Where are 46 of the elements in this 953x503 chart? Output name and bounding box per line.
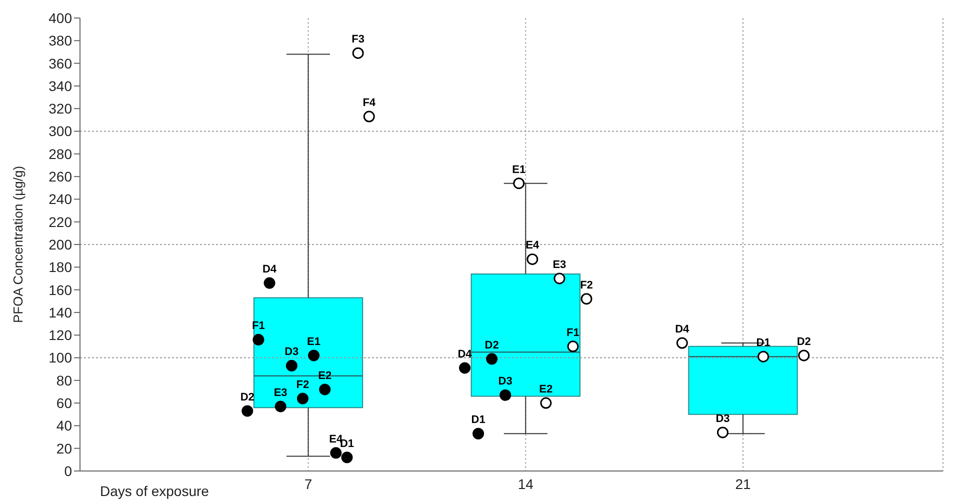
data-label: D3 xyxy=(498,376,512,388)
y-tick-label: 380 xyxy=(48,32,72,49)
y-tick-label: 280 xyxy=(48,146,72,162)
data-label: D2 xyxy=(484,339,499,352)
data-label: F4 xyxy=(362,97,376,110)
data-label: F1 xyxy=(566,326,580,339)
data-label: E3 xyxy=(274,386,288,399)
data-label: F2 xyxy=(580,279,593,292)
data-label: D3 xyxy=(716,412,730,425)
y-tick-label: 220 xyxy=(48,214,72,230)
data-label: E1 xyxy=(512,164,526,176)
y-tick-label: 160 xyxy=(48,282,72,298)
y-tick-label: 300 xyxy=(48,123,72,140)
y-tick-label: 320 xyxy=(48,100,72,117)
data-label: D1 xyxy=(756,337,770,350)
data-label: D4 xyxy=(675,324,690,336)
x-tick-label: 7 xyxy=(304,476,312,492)
y-tick-label: 80 xyxy=(56,372,72,388)
data-label: E2 xyxy=(539,384,553,396)
y-tick-label: 140 xyxy=(48,304,72,320)
y-tick-label: 200 xyxy=(48,236,72,252)
y-tick-label: 240 xyxy=(48,191,72,208)
data-label: D1 xyxy=(471,414,486,426)
y-tick-label: 0 xyxy=(64,462,72,479)
x-tick-label: 21 xyxy=(735,476,752,492)
y-tick-label: 20 xyxy=(56,440,72,456)
data-label: D3 xyxy=(284,346,299,358)
y-tick-label: 40 xyxy=(56,418,72,434)
y-tick-label: 120 xyxy=(48,327,72,344)
x-tick-label: 14 xyxy=(518,476,534,492)
y-tick-label: 180 xyxy=(48,259,72,276)
data-label: E1 xyxy=(307,336,321,348)
data-label: D2 xyxy=(796,336,811,348)
x-axis-title: Days of exposure xyxy=(100,483,210,499)
data-label: F3 xyxy=(352,34,364,46)
y-tick-label: 60 xyxy=(56,395,72,412)
y-tick-label: 100 xyxy=(48,350,72,366)
y-axis-title: PFOA Concentration (µg/g) xyxy=(10,166,26,324)
data-label: F2 xyxy=(296,379,310,392)
data-label: E3 xyxy=(552,258,566,271)
y-tick-label: 260 xyxy=(48,168,72,185)
data-label: D4 xyxy=(262,263,278,276)
y-tick-label: 340 xyxy=(48,78,72,94)
y-tick-label: 400 xyxy=(48,10,72,26)
y-tick-label: 360 xyxy=(48,55,72,72)
data-label: E4 xyxy=(526,240,540,252)
